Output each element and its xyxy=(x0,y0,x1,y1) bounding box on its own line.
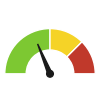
Wedge shape xyxy=(50,29,82,57)
Polygon shape xyxy=(38,44,52,75)
Wedge shape xyxy=(67,42,95,74)
Circle shape xyxy=(47,70,53,77)
Wedge shape xyxy=(5,29,50,74)
